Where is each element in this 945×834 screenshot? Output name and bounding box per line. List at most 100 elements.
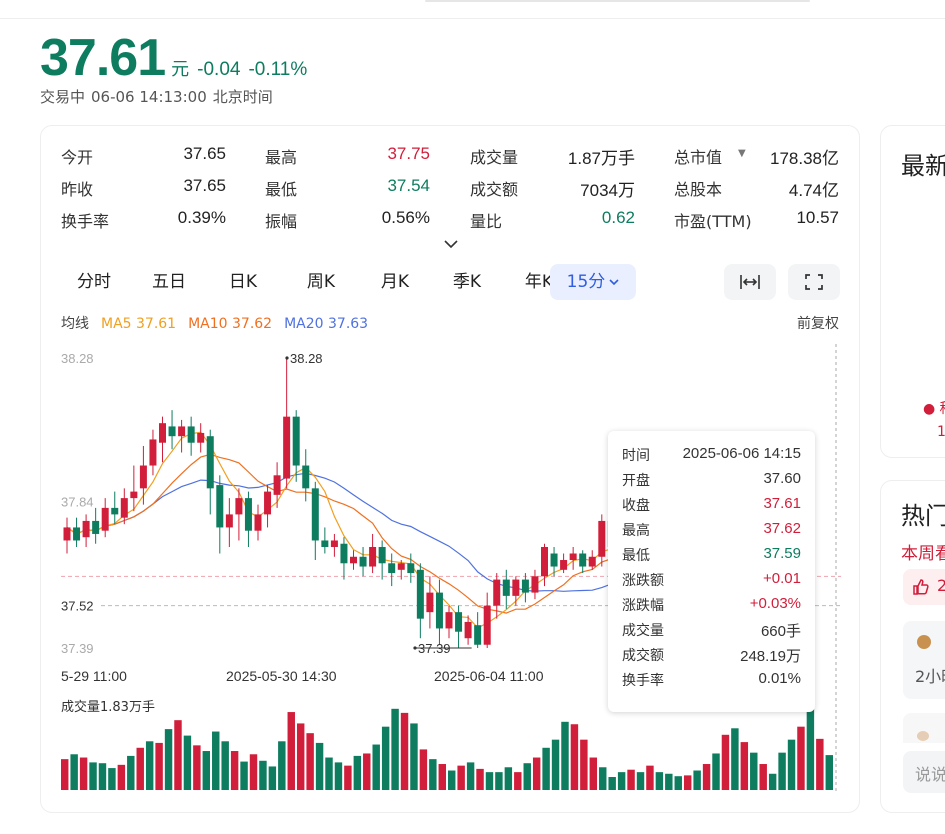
tab-period[interactable]: 周K [288,264,354,300]
candle-body [244,498,252,531]
volume-bar [372,744,380,790]
stat-item: 成交额 7034万 [470,176,635,200]
stat-label: 今开 [61,148,94,167]
volume-bar [429,759,437,790]
stat-value: 0.39% [177,208,226,227]
candle-body [455,612,463,632]
candle-body [560,560,568,570]
candle-body [598,520,606,557]
tab-period[interactable]: 月K [362,264,428,300]
volume-bar [268,766,277,790]
stat-value: 0.62 [601,208,635,227]
stat-item: 昨收 37.65 [61,176,226,199]
candle-body [120,498,128,518]
tab-label: 15分 [566,272,606,292]
post-preview[interactable] [903,713,945,743]
volume-bar [570,724,579,790]
volume-bar [787,739,796,790]
candle-body [407,563,415,574]
tab-period-select[interactable]: 15分 [550,264,636,300]
candle-body [359,556,367,567]
news-card: 最新 ● 种 1 [880,125,945,458]
tooltip-label: 换手率 [622,673,664,689]
candle-body [531,576,539,593]
volume-bar [448,770,456,790]
low-marker-dot [413,646,417,650]
tooltip-label: 时间 [622,448,650,464]
status-text: 交易中 [40,88,86,106]
tooltip-row: 最低 37.59 [622,545,801,570]
stat-item: 市盈(TTM) 10.57 [674,208,839,231]
stat-item[interactable]: 总市值 ▼ 178.38亿 [674,144,839,168]
candle-body [168,426,176,437]
top-divider [0,18,945,19]
low-marker-label: 37.39 [418,641,451,656]
y-tick-label: 37.52 [61,599,94,614]
volume-bar [457,765,465,790]
volume-bar [410,723,418,790]
tooltip-value: 248.19万 [740,648,801,665]
stat-label: 量比 [470,212,503,231]
tooltip-row: 时间 2025-06-06 14:15 [622,445,801,470]
volume-bar [514,772,522,790]
news-title: 最新 [901,152,945,180]
stat-value: 178.38亿 [770,149,839,168]
volume-bar [145,741,154,790]
tab-label: 五日 [152,272,186,292]
candle-body [569,553,577,561]
volume-bar [98,763,107,790]
candle-body [588,556,596,567]
volume-bar [419,749,428,790]
fullscreen-button[interactable] [788,264,840,300]
x-tick-label: 2025-05-30 14:30 [226,668,337,684]
candle-body [321,540,329,547]
tooltip-value: 37.61 [763,495,801,512]
candle-body [416,569,424,619]
stat-item: 最高 37.75 [265,144,430,167]
candle-body [350,556,357,564]
tooltip-value: 37.59 [763,545,801,562]
volume-bar [127,755,135,790]
status-datetime: 06-06 14:13:00 [91,88,207,106]
price-change: -0.04 [197,59,241,80]
tab-period[interactable]: 五日 [136,264,202,300]
candle-body [397,563,405,570]
tooltip-value: +0.01 [763,570,801,587]
like-count: 2 [937,576,945,595]
adjust-mode[interactable]: 前复权 [797,316,839,332]
volume-bar [155,742,163,790]
comment-input[interactable]: 说说 [903,751,945,793]
stat-value: 37.75 [387,144,430,163]
chevron-down-icon[interactable] [443,238,459,250]
tooltip-row: 涨跌幅 +0.03% [622,595,801,620]
candle-body [292,416,300,466]
hot-subtitle[interactable]: 本周看 [901,544,945,564]
candle-body [82,520,90,538]
volume-bar [212,731,220,790]
like-button[interactable]: 2 [903,569,945,605]
fit-width-button[interactable] [724,264,776,300]
tab-period[interactable]: 日K [210,264,276,300]
stat-label: 总市值 [674,148,723,167]
volume-bar [580,739,588,790]
stat-item: 成交量 1.87万手 [470,144,635,168]
volume-bar [683,775,692,790]
tooltip-label: 涨跌额 [622,573,664,589]
volume-bar [721,734,730,790]
volume-bar [561,721,569,790]
stat-label: 成交量 [470,148,519,167]
caret-down-icon[interactable]: ▼ [738,148,746,159]
volume-bar [636,772,645,790]
volume-bar [617,772,626,790]
post-preview[interactable]: 2小时 [903,621,945,699]
tab-period[interactable]: 季K [434,264,500,300]
tab-period[interactable]: 分时 [61,264,127,300]
volume-bar [759,764,767,790]
tooltip-row: 换手率 0.01% [622,670,801,695]
volume-bar [315,742,324,790]
volume-bar [400,712,409,790]
candle-body [512,579,520,596]
tab-period[interactable]: 年K [506,264,572,300]
candle-body [541,546,548,577]
stat-value: 37.54 [387,176,430,195]
